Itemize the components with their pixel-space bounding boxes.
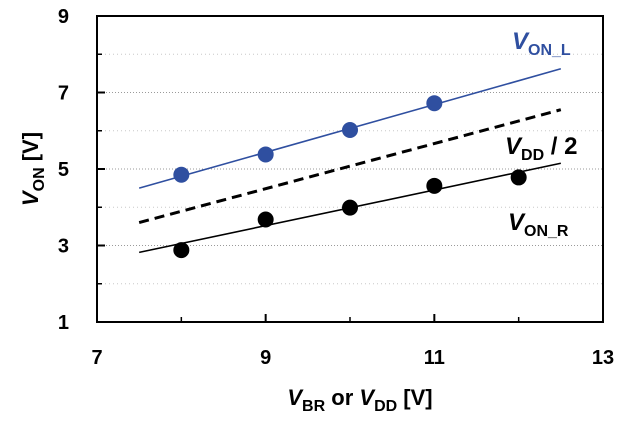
- y-axis-title: VON [V]: [18, 132, 48, 206]
- vdd-half-fit-line: [138, 108, 562, 224]
- y-tick-label: 7: [58, 83, 69, 105]
- data-points: [173, 95, 527, 259]
- series-labels: VON_L VDD / 2 VON_R: [505, 28, 577, 240]
- von-r-point: [510, 169, 527, 186]
- y-tick-label: 3: [58, 236, 69, 258]
- x-tick-label: 13: [592, 347, 614, 369]
- von-l-point: [257, 146, 274, 163]
- x-tick-label: 9: [260, 347, 271, 369]
- von-r-label: VON_R: [508, 209, 569, 240]
- axes: [96, 15, 604, 323]
- fit-lines: [138, 68, 562, 254]
- von-r-point: [342, 199, 358, 216]
- y-tick-label: 9: [58, 6, 69, 28]
- x-axis-title: VBR or VDD [V]: [287, 385, 432, 415]
- von-l-label: VON_L: [512, 28, 571, 59]
- von-r-point: [426, 177, 443, 194]
- y-tick-label: 1: [58, 312, 69, 334]
- von-l-point: [342, 121, 358, 138]
- von-l-point: [426, 95, 443, 112]
- axis-titles: VBR or VDD [V] VON [V]: [18, 132, 433, 415]
- grid: [97, 53, 603, 285]
- y-tick-label: 5: [58, 159, 69, 181]
- von-l-point: [173, 166, 190, 183]
- vdd-half-label: VDD / 2: [505, 133, 577, 164]
- von-r-point: [257, 211, 274, 228]
- von-r-point: [173, 242, 190, 259]
- x-tick-label: 11: [424, 347, 445, 369]
- x-tick-label: 7: [91, 347, 102, 369]
